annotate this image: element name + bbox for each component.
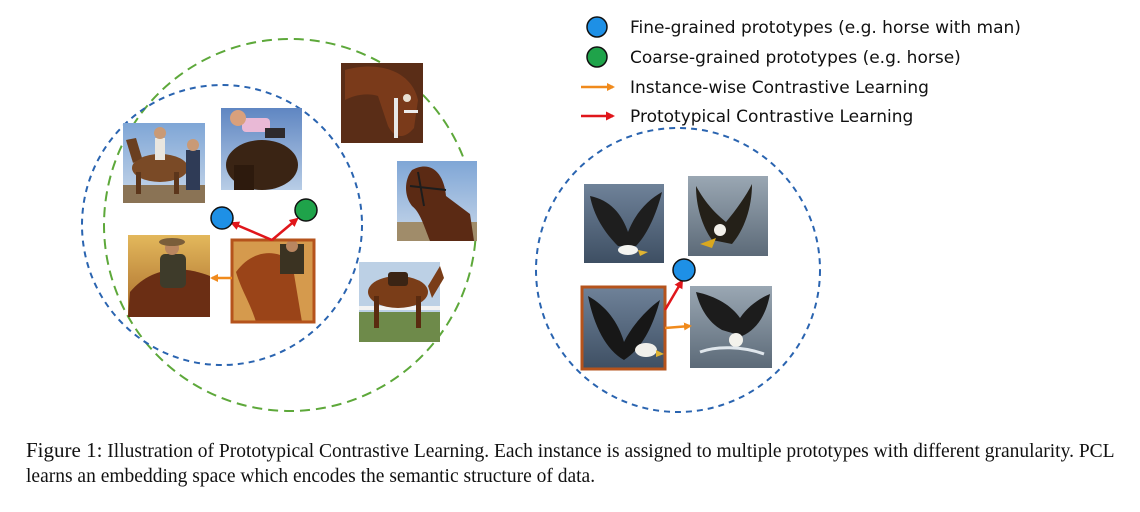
legend-coarse-marker bbox=[586, 46, 608, 68]
brown-horse-head-image bbox=[341, 63, 423, 143]
horse-with-bridle-image bbox=[397, 161, 477, 241]
eagle-landing-image bbox=[688, 176, 768, 256]
saddled-horse-image bbox=[359, 262, 444, 342]
eagle-wings-spread-image bbox=[584, 184, 664, 263]
fine-cluster-eagle bbox=[535, 127, 821, 413]
legend-prototypical-label: Prototypical Contrastive Learning bbox=[630, 107, 913, 127]
legend-coarse-label: Coarse-grained prototypes (e.g. horse) bbox=[630, 48, 961, 68]
eagle-catching-fish-image bbox=[690, 286, 772, 368]
prototypical-arrow-horse-fine bbox=[230, 221, 273, 242]
fine-prototype-horse bbox=[210, 206, 234, 230]
man-on-horse-image bbox=[221, 108, 302, 190]
instance-arrow-eagle bbox=[664, 322, 692, 331]
horse-rider-parade-image bbox=[123, 123, 205, 203]
cowboy-on-horse-image bbox=[128, 235, 210, 317]
fine-cluster-horse-with-man bbox=[81, 84, 363, 366]
anchor-eagle-image bbox=[580, 285, 667, 371]
figure-label: Figure 1: bbox=[26, 438, 103, 462]
pcl-illustration: Fine-grained prototypes (e.g. horse with… bbox=[81, 16, 1021, 413]
anchor-horse-riders-image bbox=[230, 238, 316, 324]
coarse-prototype-horse bbox=[294, 198, 318, 222]
legend-fine-label: Fine-grained prototypes (e.g. horse with… bbox=[630, 18, 1021, 38]
prototypical-arrow-horse-coarse bbox=[271, 217, 299, 241]
figure-caption: Figure 1: Illustration of Prototypical C… bbox=[26, 438, 1116, 489]
legend: Fine-grained prototypes (e.g. horse with… bbox=[581, 16, 1021, 127]
legend-instance-label: Instance-wise Contrastive Learning bbox=[630, 78, 929, 98]
caption-text: Illustration of Prototypical Contrastive… bbox=[26, 441, 1114, 487]
fine-prototype-eagle bbox=[672, 258, 696, 282]
prototypical-arrow-eagle bbox=[663, 279, 684, 311]
legend-fine-marker bbox=[586, 16, 608, 38]
